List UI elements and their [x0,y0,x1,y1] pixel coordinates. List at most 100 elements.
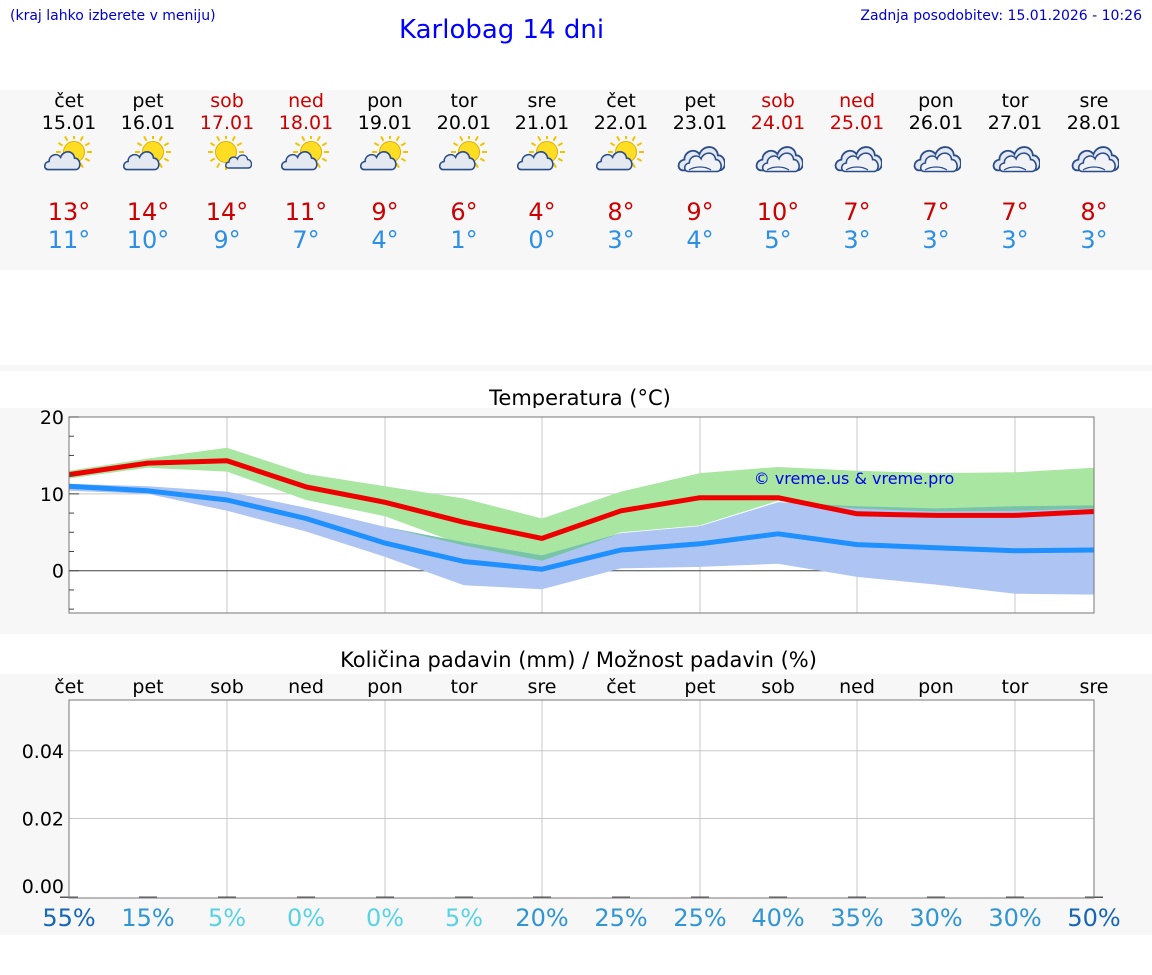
day-column: pet 16.01 14° 10° [108,90,188,270]
max-temperature: 10° [756,198,800,226]
max-temperature: 14° [126,198,170,226]
x-category-label: sob [210,676,244,698]
precipitation-probability: 15% [121,904,175,932]
temperature-chart-title: Temperatura (°C) [489,386,671,410]
day-name: sre [527,90,557,112]
max-temperature-range [69,447,1094,561]
min-temperature: 3° [843,226,871,254]
x-category-label: čet [54,676,84,698]
day-date: 28.01 [1066,112,1122,134]
min-temperature: 1° [450,226,478,254]
partly-cloudy-icon [280,134,331,180]
min-temperature: 3° [922,226,950,254]
min-temperature: 11° [47,226,91,254]
precipitation-chart: 0.00 0.02 0.04 [22,699,1103,899]
y-tick-label: 0.02 [22,808,64,830]
x-category-label: tor [1001,676,1029,698]
x-category-label: pon [918,676,954,698]
day-date: 17.01 [199,112,255,134]
x-category-label: sre [1079,676,1109,698]
x-category-label: čet [606,676,636,698]
precipitation-chart-title: Količina padavin (mm) / Možnost padavin … [340,648,817,672]
day-date: 23.01 [672,112,728,134]
max-temperature: 6° [450,198,478,226]
cloudy-icon [1069,136,1120,180]
precipitation-bar [376,896,394,898]
precipitation-bar [218,896,236,898]
day-name: pet [132,90,164,112]
day-column: sre 21.01 4° 0° [502,90,582,270]
precipitation-probability: 40% [751,904,805,932]
cloudy-icon [832,136,883,180]
y-tick-label: 20 [40,408,64,429]
day-name: sob [210,90,244,112]
day-name: sob [761,90,795,112]
y-tick-label: 10 [40,484,64,506]
day-column: čet 22.01 8° 3° [581,90,661,270]
max-temperature: 14° [205,198,249,226]
precipitation-probability: 35% [830,904,884,932]
temperature-chart: 0 10 20 © vreme.us & vreme.pro [40,408,1095,614]
partly-cloudy-icon [595,134,646,180]
day-name: pon [367,90,403,112]
precipitation-probability: 0% [286,904,326,932]
precipitation-probability: 0% [365,904,405,932]
day-column: tor 27.01 7° 3° [975,90,1055,270]
sunny-small-cloud-icon [202,134,253,180]
partly-cloudy-icon [122,134,173,180]
partly-cloudy-icon [43,134,94,180]
precipitation-probability: 20% [515,904,569,932]
day-name: ned [839,90,875,112]
day-name: tor [1001,90,1029,112]
x-category-label: tor [450,676,478,698]
precipitation-bar [455,896,473,898]
precipitation-probability: 50% [1067,904,1121,932]
precipitation-plot-area [69,700,1094,898]
min-temperature: 3° [1080,226,1108,254]
precipitation-bar [769,896,787,898]
max-temperature: 9° [371,198,399,226]
day-date: 21.01 [514,112,570,134]
day-column: ned 25.01 7° 3° [817,90,897,270]
max-temperature: 4° [528,198,556,226]
precipitation-probability: 5% [207,904,247,932]
day-date: 18.01 [278,112,334,134]
day-date: 15.01 [41,112,97,134]
day-name: pon [918,90,954,112]
max-temperature: 7° [922,198,950,226]
max-temperature: 13° [47,198,91,226]
x-category-label: ned [839,676,875,698]
x-category-label: sob [761,676,795,698]
day-date: 16.01 [120,112,176,134]
day-column: sre 28.01 8° 3° [1054,90,1134,270]
day-date: 26.01 [908,112,964,134]
partly-cloudy-icon [438,134,489,180]
day-date: 19.01 [357,112,413,134]
min-temperature: 10° [126,226,170,254]
last-updated: Zadnja posodobitev: 15.01.2026 - 10:26 [860,8,1142,24]
x-category-label: pet [132,676,164,698]
precipitation-bar [927,896,945,898]
precipitation-bar [691,896,709,898]
temperature-range-overlap [69,483,1094,561]
precipitation-bar [297,896,315,898]
precipitation-bar [1006,896,1024,898]
y-tick-label: 0.00 [22,876,64,898]
day-column: ned 18.01 11° 7° [266,90,346,270]
min-temperature: 9° [213,226,241,254]
day-column: tor 20.01 6° 1° [424,90,504,270]
day-name: tor [450,90,478,112]
page-title: Karlobag 14 dni [399,15,605,45]
max-temperature: 9° [686,198,714,226]
day-column: pet 23.01 9° 4° [660,90,740,270]
day-column: pon 19.01 9° 4° [345,90,425,270]
x-category-label: pon [367,676,403,698]
x-category-label: pet [684,676,716,698]
day-date: 24.01 [750,112,806,134]
day-name: ned [288,90,324,112]
cloudy-icon [990,136,1041,180]
cloudy-icon [675,136,726,180]
day-date: 20.01 [436,112,492,134]
y-tick-label: 0 [52,561,64,583]
city-menu-hint: (kraj lahko izberete v meniju) [10,8,216,24]
